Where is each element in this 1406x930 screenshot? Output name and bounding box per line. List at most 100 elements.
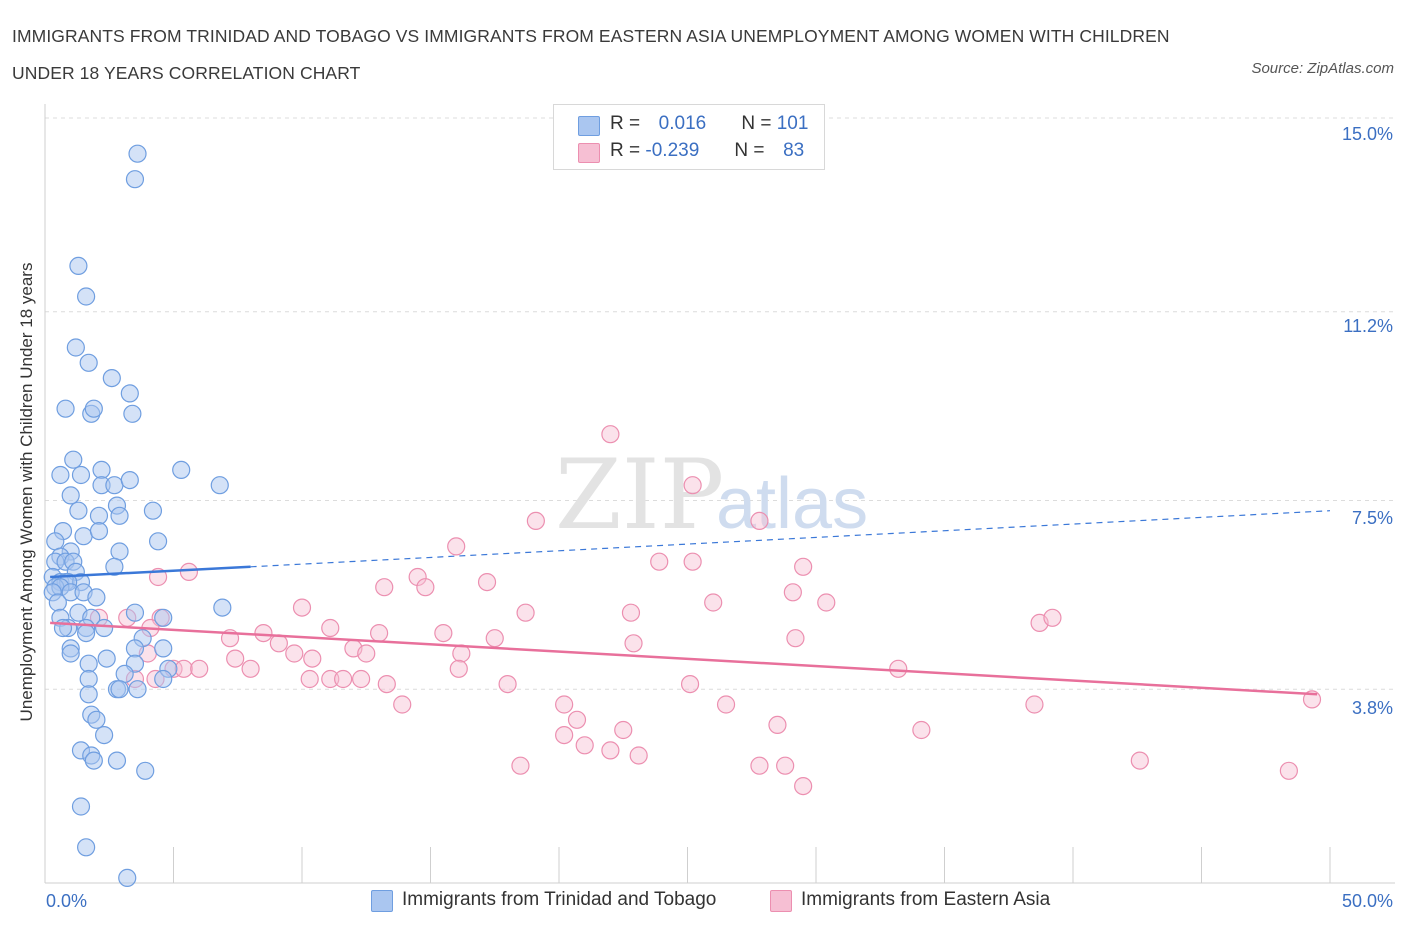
point-eastern-asia — [477, 572, 497, 592]
point-trinidad — [128, 144, 147, 163]
point-eastern-asia — [614, 720, 633, 740]
point-eastern-asia — [912, 720, 931, 740]
point-eastern-asia — [650, 552, 669, 571]
point-trinidad — [154, 639, 173, 658]
point-trinidad — [154, 608, 173, 627]
correlation-legend: R = 0.016 N = 101 R = -0.239 N = 83 — [553, 104, 825, 170]
legend-r-value: 0.016 — [658, 113, 707, 134]
point-eastern-asia — [555, 695, 574, 714]
point-eastern-asia — [334, 669, 353, 689]
point-eastern-asia — [449, 659, 468, 678]
point-eastern-asia — [292, 598, 312, 617]
trend-line-trinidad — [50, 565, 251, 579]
point-trinidad — [128, 680, 147, 699]
point-eastern-asia — [555, 725, 574, 745]
point-trinidad — [210, 476, 229, 495]
point-trinidad — [79, 669, 98, 689]
point-trinidad — [74, 527, 93, 546]
point-trinidad — [87, 710, 106, 729]
point-trinidad — [89, 521, 109, 541]
point-trinidad — [125, 603, 145, 622]
point-trinidad — [61, 486, 80, 505]
point-eastern-asia — [794, 557, 813, 576]
x-max-label: 50.0% — [1341, 891, 1393, 911]
point-eastern-asia — [750, 511, 769, 531]
point-trinidad — [136, 761, 155, 780]
point-eastern-asia — [680, 674, 700, 694]
point-eastern-asia — [624, 634, 643, 653]
point-trinidad — [48, 593, 67, 612]
point-trinidad — [71, 465, 91, 485]
point-trinidad — [118, 868, 137, 888]
legend-r-label: R = — [610, 113, 641, 134]
point-trinidad — [120, 384, 139, 403]
point-trinidad — [97, 649, 116, 668]
point-trinidad — [102, 369, 121, 388]
point-trinidad — [95, 618, 114, 638]
point-eastern-asia — [357, 644, 376, 663]
point-eastern-asia — [1025, 695, 1044, 714]
legend-r-value: -0.239 — [645, 140, 700, 161]
legend-n-label: N = — [734, 140, 765, 161]
point-eastern-asia — [285, 644, 304, 663]
point-eastern-asia — [716, 695, 736, 714]
point-trinidad — [66, 338, 85, 357]
point-eastern-asia — [526, 511, 545, 531]
trend-lines — [50, 510, 1331, 696]
point-eastern-asia — [629, 746, 648, 765]
point-eastern-asia — [1130, 751, 1149, 770]
legend-r-label: R = — [610, 140, 641, 161]
point-eastern-asia — [621, 603, 641, 622]
point-eastern-asia — [254, 623, 273, 643]
point-trinidad — [46, 532, 65, 551]
point-trinidad — [87, 588, 106, 607]
point-trinidad — [89, 506, 109, 525]
point-eastern-asia — [601, 425, 620, 444]
point-trinidad — [77, 287, 96, 306]
legend-swatch-trinidad — [578, 116, 600, 136]
point-eastern-asia — [704, 593, 723, 612]
point-eastern-asia — [226, 649, 245, 668]
point-trinidad — [69, 501, 88, 520]
point-eastern-asia — [567, 710, 587, 729]
point-eastern-asia — [447, 537, 466, 556]
point-trinidad — [77, 838, 96, 857]
point-trinidad — [95, 725, 114, 745]
point-eastern-asia — [776, 756, 795, 775]
y-tick-label-11: 11.2% — [1343, 316, 1393, 336]
series-trinidad-points — [43, 144, 232, 888]
point-trinidad — [79, 654, 98, 673]
chart-title: IMMIGRANTS FROM TRINIDAD AND TOBAGO VS I… — [12, 26, 1170, 83]
point-eastern-asia — [786, 629, 805, 648]
point-trinidad — [125, 170, 145, 189]
y-tick-label-3: 3.8% — [1351, 698, 1393, 718]
y-axis-label: Unemployment Among Women with Children U… — [17, 262, 36, 722]
point-eastern-asia — [179, 562, 199, 582]
point-eastern-asia — [511, 756, 530, 775]
point-eastern-asia — [817, 593, 836, 612]
point-eastern-asia — [190, 659, 209, 678]
point-eastern-asia — [321, 669, 340, 689]
legend-n-value: 83 — [783, 140, 805, 161]
point-eastern-asia — [575, 736, 594, 755]
point-trinidad — [92, 460, 111, 479]
point-trinidad — [172, 460, 191, 479]
legend-swatch-eastern-asia — [578, 143, 600, 163]
watermark-zip: ZIP — [555, 439, 724, 551]
watermark-atlas: atlas — [716, 464, 868, 544]
point-eastern-asia — [1043, 608, 1062, 627]
trend-line-trinidad-extension — [250, 510, 1331, 568]
point-trinidad — [143, 501, 163, 520]
point-trinidad — [110, 680, 129, 699]
y-tick-label-7: 7.5% — [1351, 508, 1393, 528]
point-trinidad — [84, 399, 103, 418]
point-trinidad — [77, 623, 96, 643]
point-eastern-asia — [408, 567, 427, 587]
point-eastern-asia — [300, 669, 319, 689]
point-trinidad — [107, 751, 127, 770]
point-eastern-asia — [485, 629, 504, 648]
x-min-label: 0.0% — [46, 891, 88, 911]
point-eastern-asia — [768, 715, 787, 735]
source-note: Source: ZipAtlas.com — [1251, 60, 1394, 77]
